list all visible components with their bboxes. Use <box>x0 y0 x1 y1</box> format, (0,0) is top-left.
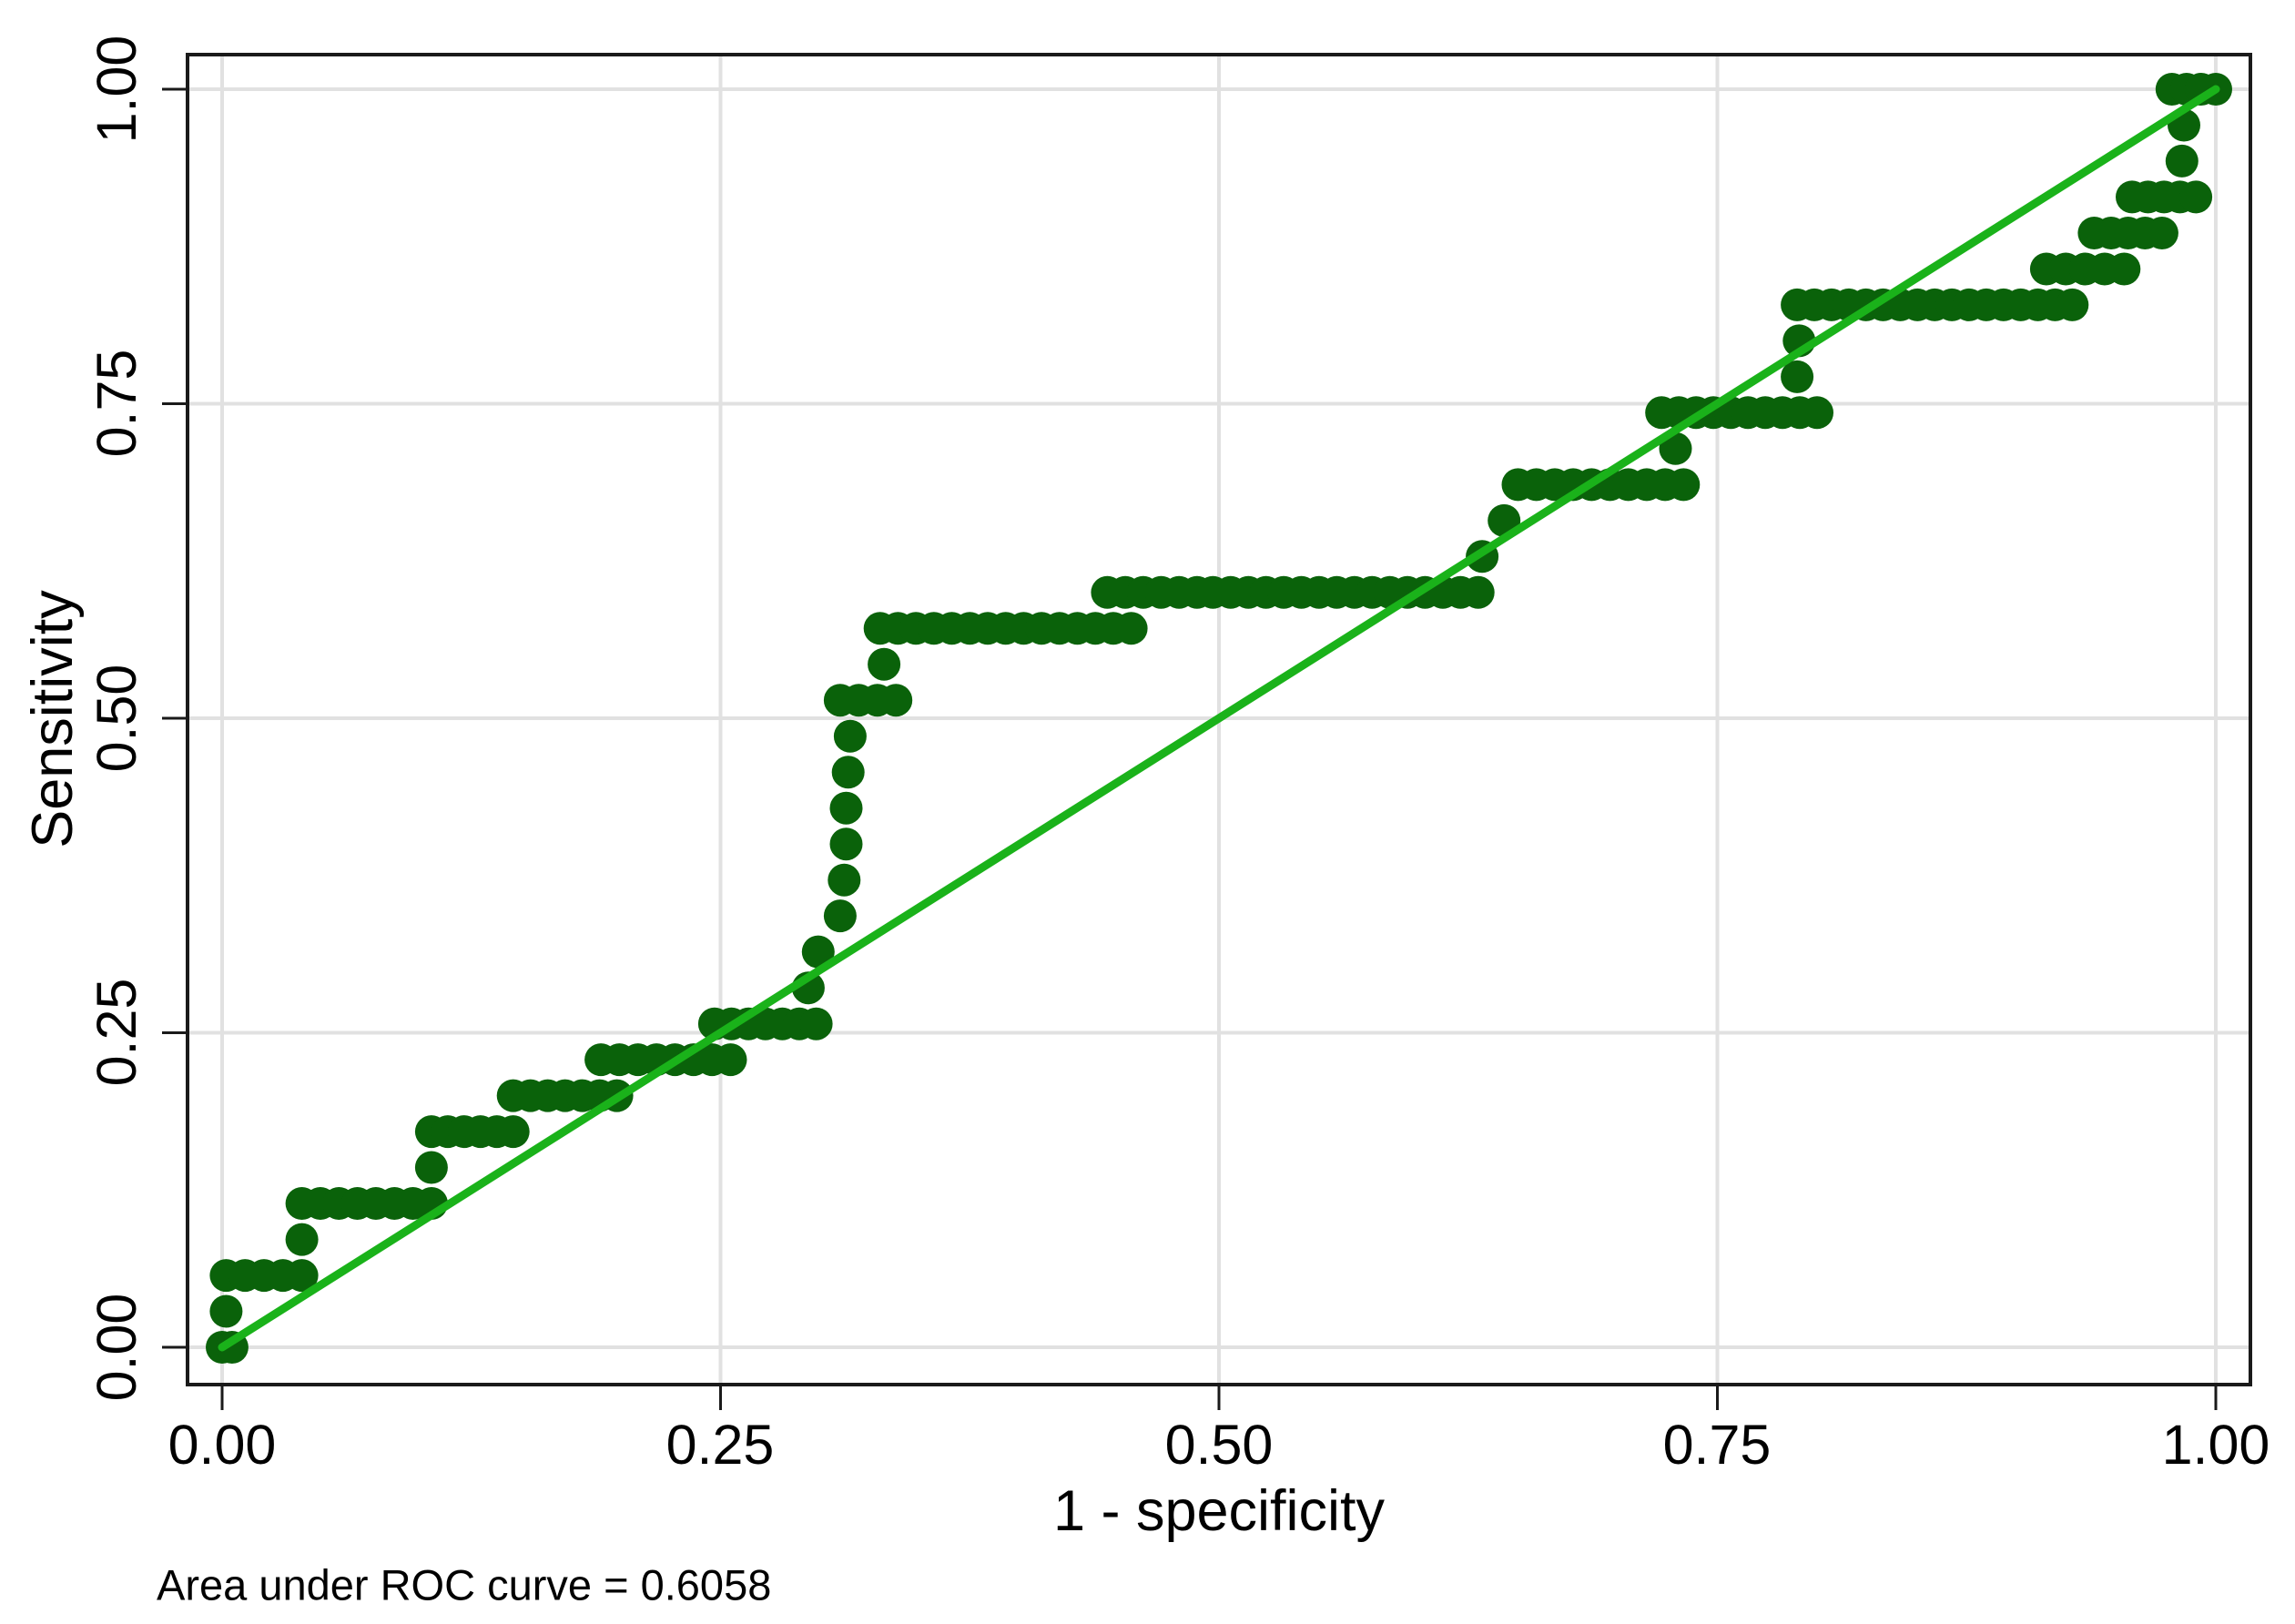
y-tick-label-100: 1.00 <box>86 35 147 144</box>
x-tick-label-25: 0.25 <box>665 1414 775 1476</box>
y-tick-label-75: 0.75 <box>86 349 147 458</box>
y-tick-label-25: 0.25 <box>86 978 147 1087</box>
y-tick-label-0: 0.00 <box>86 1293 147 1402</box>
x-tick-label-75: 0.75 <box>1662 1414 1772 1476</box>
auc-caption: Area under ROC curve = 0.6058 <box>157 1560 772 1609</box>
x-tick-label-0: 0.00 <box>168 1414 277 1476</box>
y-tick-label-50: 0.50 <box>86 664 147 773</box>
x-tick-label-50: 0.50 <box>1164 1414 1274 1476</box>
x-tick-label-100: 1.00 <box>2161 1414 2270 1476</box>
y-axis-title: Sensitivity <box>21 590 85 848</box>
x-axis-title: 1 - specificity <box>1052 1479 1386 1543</box>
